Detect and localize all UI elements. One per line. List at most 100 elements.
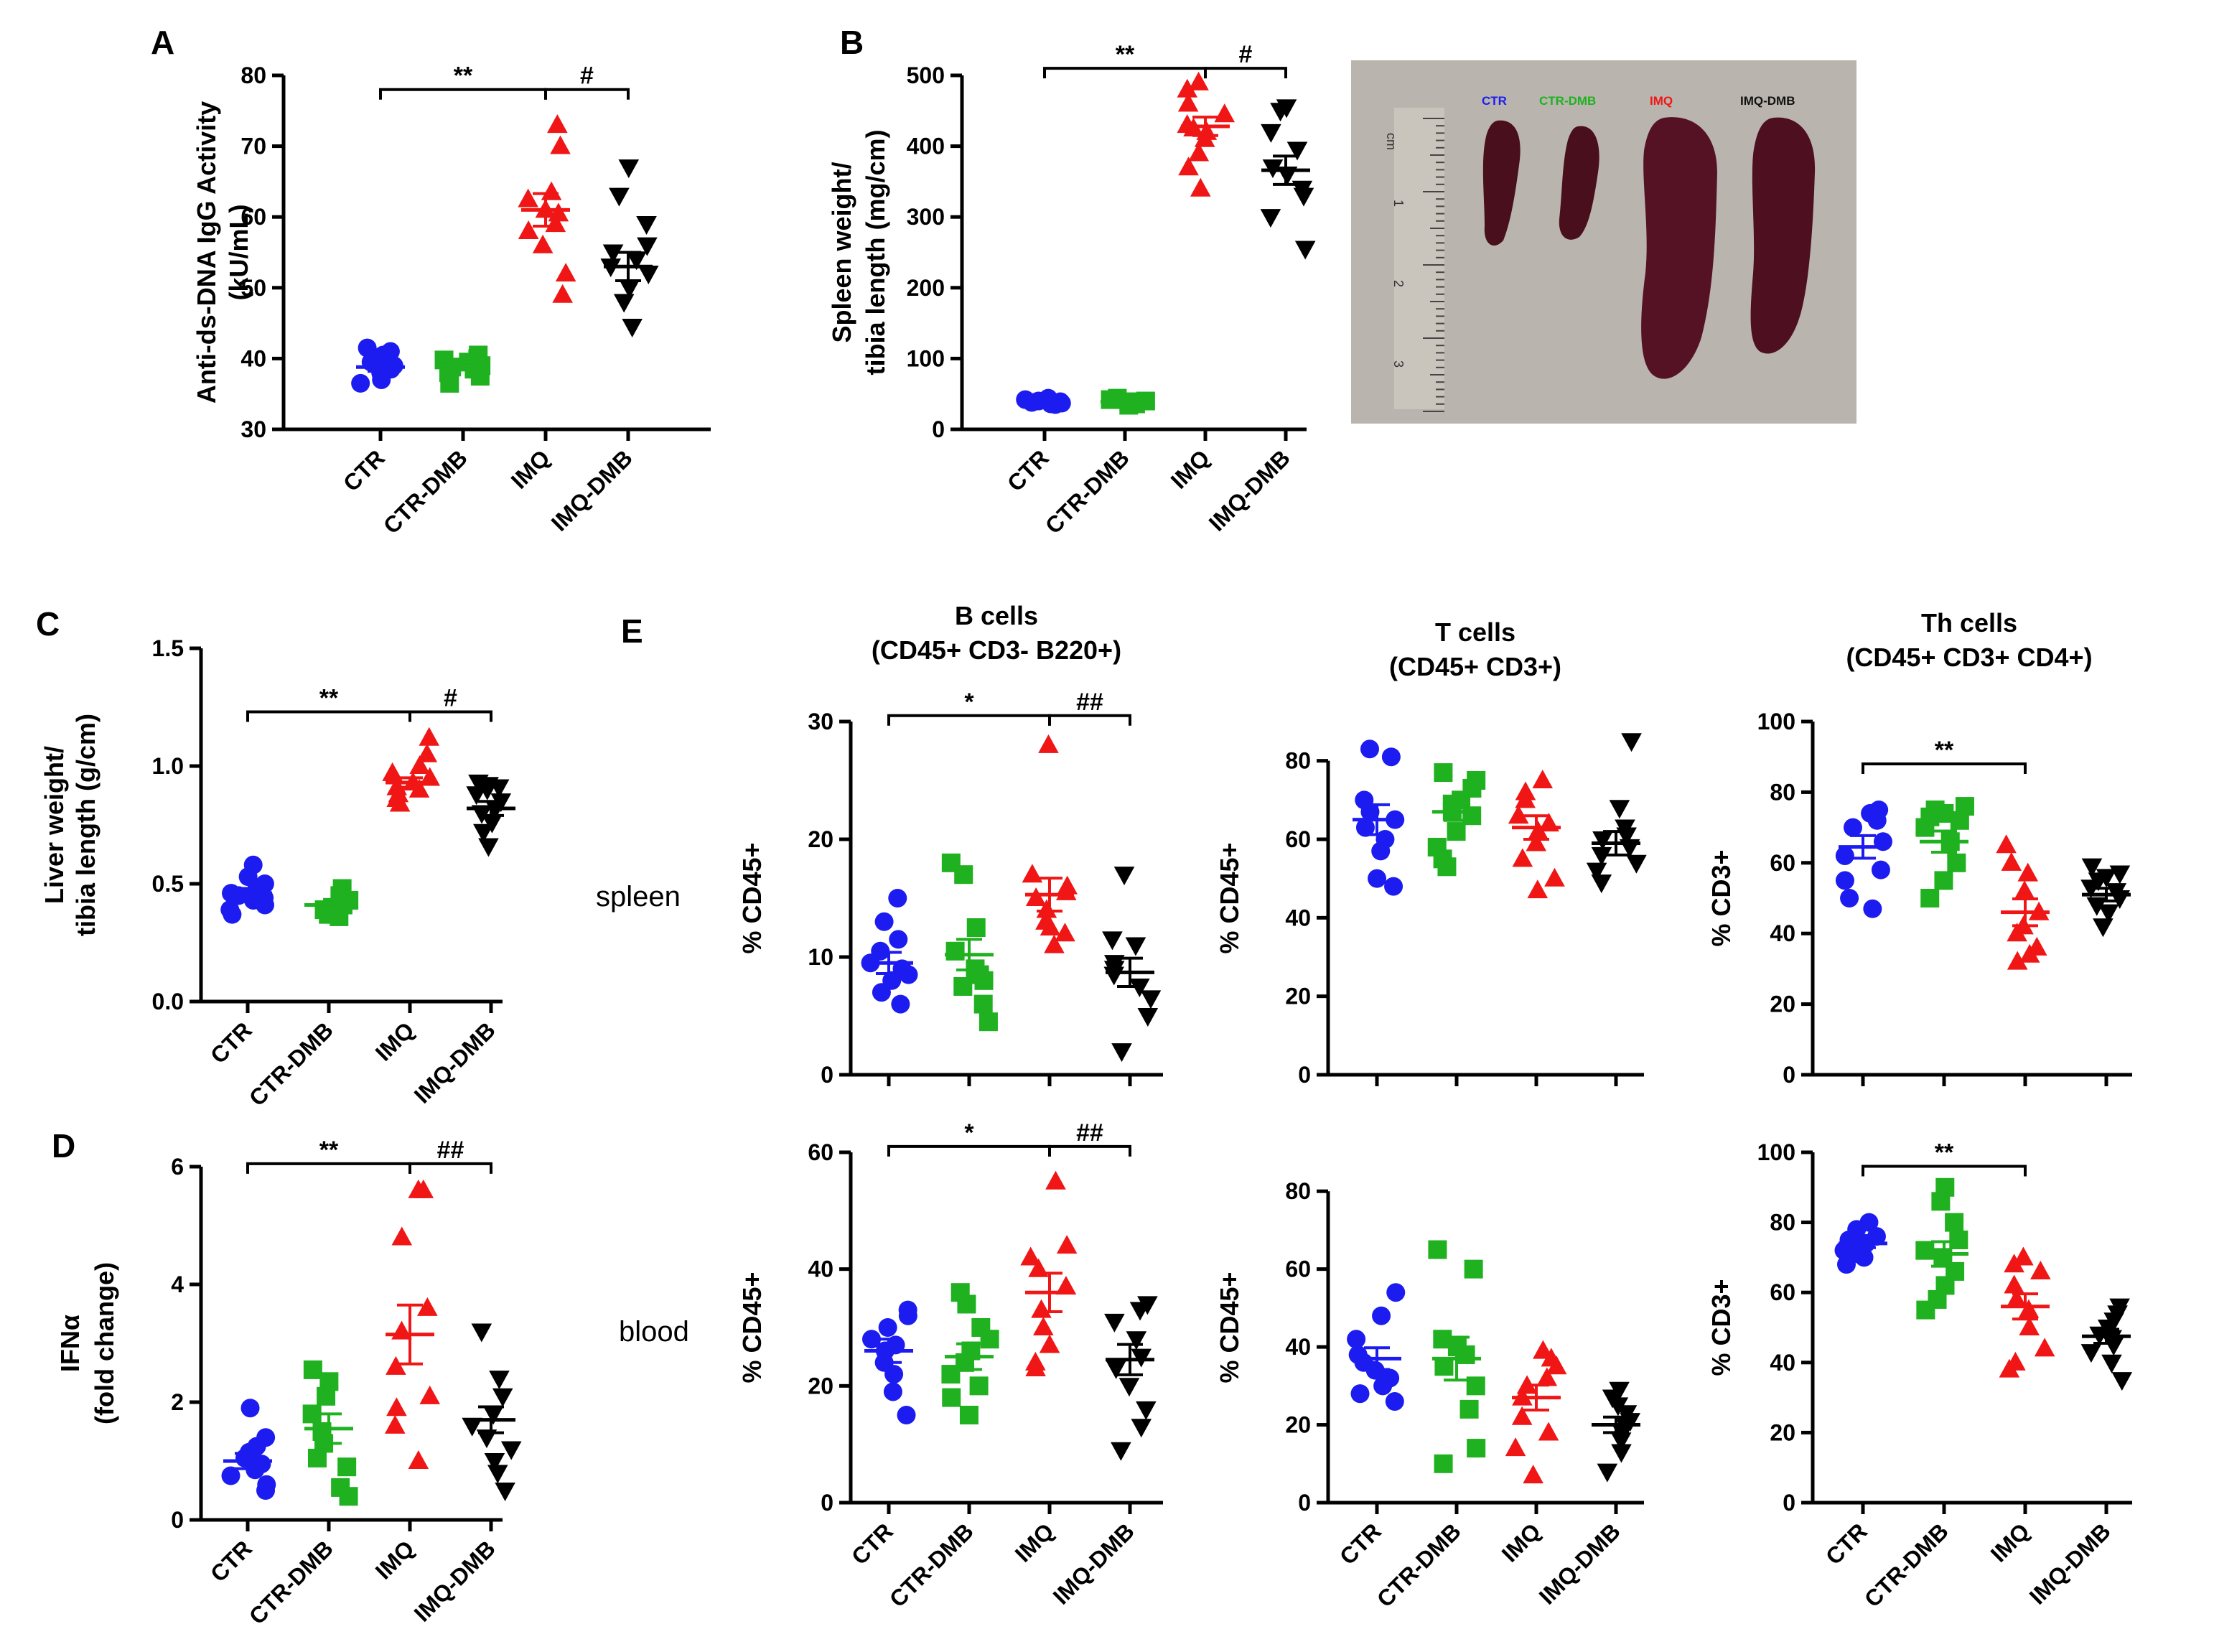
sig-label-b-0: ** xyxy=(1116,41,1135,68)
point-d-ctr-dmb-2 xyxy=(317,1386,336,1406)
sig-bracket-c-0: ** xyxy=(246,685,411,722)
series-e-t-spleen-ctr-dmb xyxy=(1427,763,1486,877)
point-e-b-spleen-imq-dmb-0 xyxy=(1113,867,1135,886)
series-e-b-blood-ctr-dmb xyxy=(941,1283,999,1424)
x-tick-label-b-ctr: CTR xyxy=(1002,444,1054,496)
point-e-th-blood-ctr-8 xyxy=(1854,1248,1874,1267)
point-a-imq-dmb-10 xyxy=(622,318,643,337)
point-e-t-blood-ctr-dmb-8 xyxy=(1467,1439,1486,1458)
point-b-imq-8 xyxy=(1188,142,1210,162)
ruler-label-2: 2 xyxy=(1391,280,1406,287)
point-d-ctr-0 xyxy=(240,1399,260,1418)
point-e-t-spleen-imq-dmb-0 xyxy=(1621,733,1642,752)
point-d-imq-dmb-6 xyxy=(500,1441,522,1460)
y-axis-label-e-t-blood: % CD45+ xyxy=(1215,1271,1244,1383)
point-a-imq-3 xyxy=(518,188,538,207)
x-tick-label-b-imq-dmb: IMQ-DMB xyxy=(1204,444,1295,536)
series-d-ctr xyxy=(221,1399,276,1500)
photo-legend-imq: IMQ xyxy=(1650,94,1673,108)
point-e-th-blood-imq-3 xyxy=(2004,1274,2024,1294)
point-e-t-blood-imq-6 xyxy=(1511,1406,1533,1425)
panel-e-th-spleen: Th cells (CD45+ CD3+ CD4+) 0 20 40 60 80 100 % C… xyxy=(1706,608,2132,1088)
point-e-t-blood-imq-8 xyxy=(1505,1437,1526,1457)
y-axis-label-e-t-spleen: % CD45+ xyxy=(1215,842,1244,953)
x-tick-label-e-th-blood-ctr: CTR xyxy=(1821,1518,1872,1569)
point-d-imq-dmb-5 xyxy=(476,1429,498,1449)
point-e-b-spleen-imq-dmb-7 xyxy=(1140,990,1162,1009)
row-label-blood: blood xyxy=(619,1316,689,1348)
point-e-th-blood-imq-1 xyxy=(2004,1254,2024,1273)
point-e-t-blood-imq-7 xyxy=(1538,1422,1559,1441)
panel-e-t-spleen: T cells (CD45+ CD3+) 0 20 40 60 80 % CD45+ xyxy=(1215,617,1647,1088)
point-e-b-blood-imq-1 xyxy=(1056,1235,1078,1254)
y-tick-label-a-4: 70 xyxy=(240,134,266,159)
sig-bracket-line-e-b-blood-1 xyxy=(1048,1144,1131,1157)
point-d-imq-7 xyxy=(386,1397,407,1417)
point-e-b-blood-ctr-2 xyxy=(878,1318,897,1337)
series-e-t-blood-ctr xyxy=(1347,1283,1406,1411)
point-a-ctr-dmb-9 xyxy=(440,373,459,393)
y-tick-label-b-0: 0 xyxy=(932,416,945,442)
point-e-th-spleen-imq-dmb-9 xyxy=(2093,918,2113,938)
point-e-b-blood-ctr-dmb-9 xyxy=(959,1406,978,1424)
x-tick-label-d-imq-dmb: IMQ-DMB xyxy=(409,1535,500,1626)
point-e-b-spleen-imq-5 xyxy=(1036,899,1057,918)
x-tick-label-a-ctr: CTR xyxy=(338,444,390,496)
point-d-imq-dmb-8 xyxy=(487,1465,508,1484)
y-tick-label-e-t-spleen-0: 0 xyxy=(1298,1062,1311,1088)
point-e-t-blood-ctr-1 xyxy=(1372,1306,1391,1325)
point-a-imq-dmb-4 xyxy=(602,244,624,263)
point-c-ctr-dmb-9 xyxy=(330,907,349,926)
chart-title-e-b-spleen: B cells xyxy=(955,601,1038,630)
point-d-imq-dmb-9 xyxy=(495,1482,515,1501)
point-b-imq-dmb-1 xyxy=(1270,103,1291,122)
point-e-b-spleen-imq-9 xyxy=(1044,934,1065,953)
point-c-ctr-5 xyxy=(229,886,248,905)
point-e-b-blood-imq-dmb-8 xyxy=(1131,1419,1152,1438)
series-e-th-blood-ctr-dmb xyxy=(1915,1177,1968,1320)
point-d-ctr-dmb-7 xyxy=(337,1457,357,1477)
series-b-ctr xyxy=(1016,388,1071,414)
point-e-th-blood-imq-dmb-6 xyxy=(2103,1337,2124,1356)
y-axis-label-a-0: Anti-ds-DNA IgG Activity xyxy=(192,101,221,403)
point-e-th-spleen-imq-6 xyxy=(2007,923,2027,942)
sig-bracket-e-th-blood-0: ** xyxy=(1862,1139,2027,1177)
sig-label-c-1: # xyxy=(444,685,457,712)
point-e-b-blood-imq-0 xyxy=(1045,1170,1066,1190)
series-e-th-blood-imq-dmb xyxy=(2080,1298,2133,1391)
x-tick-label-c-ctr-dmb: CTR-DMB xyxy=(244,1017,338,1111)
sig-label-e-b-blood-0: * xyxy=(964,1119,974,1147)
sig-bracket-a-0: ** xyxy=(379,62,547,100)
point-a-ctr-9 xyxy=(372,370,391,389)
point-a-imq-1 xyxy=(550,135,571,154)
point-e-b-spleen-imq-0 xyxy=(1038,734,1059,753)
x-tick-label-d-imq: IMQ xyxy=(370,1535,419,1584)
point-b-imq-7 xyxy=(1194,128,1215,147)
point-e-t-spleen-ctr-dmb-10 xyxy=(1437,857,1457,877)
sig-bracket-line-c-1 xyxy=(408,710,492,722)
x-tick-label-e-b-blood-imq-dmb: IMQ-DMB xyxy=(1048,1518,1139,1609)
point-b-imq-dmb-7 xyxy=(1293,187,1314,207)
point-d-imq-3 xyxy=(417,1297,438,1316)
series-e-t-blood-ctr-dmb xyxy=(1428,1240,1486,1473)
point-e-b-blood-ctr-8 xyxy=(883,1382,902,1401)
point-e-t-spleen-imq-dmb-6 xyxy=(1591,846,1612,866)
point-e-t-blood-imq-3 xyxy=(1536,1367,1558,1386)
point-e-t-spleen-ctr-3 xyxy=(1360,802,1380,821)
x-tick-label-c-imq-dmb: IMQ-DMB xyxy=(409,1017,500,1108)
point-e-th-spleen-imq-2 xyxy=(2017,862,2039,882)
point-e-t-blood-ctr-dmb-6 xyxy=(1466,1376,1485,1396)
point-e-t-spleen-imq-7 xyxy=(1512,848,1533,867)
point-e-b-spleen-ctr-1 xyxy=(874,912,894,931)
panel-label-c: C xyxy=(36,605,60,643)
sig-label-e-b-blood-1: ## xyxy=(1076,1119,1103,1147)
series-e-b-spleen-imq xyxy=(1022,734,1078,953)
point-a-imq-dmb-9 xyxy=(613,294,635,313)
sig-label-e-b-spleen-1: ## xyxy=(1076,689,1103,716)
point-c-ctr-8 xyxy=(256,895,275,915)
sig-bracket-e-th-spleen-0: ** xyxy=(1862,737,2027,775)
point-c-imq-2 xyxy=(409,755,430,775)
point-e-th-blood-ctr-dmb-1 xyxy=(1931,1192,1951,1211)
point-e-t-blood-ctr-dmb-4 xyxy=(1456,1345,1475,1364)
